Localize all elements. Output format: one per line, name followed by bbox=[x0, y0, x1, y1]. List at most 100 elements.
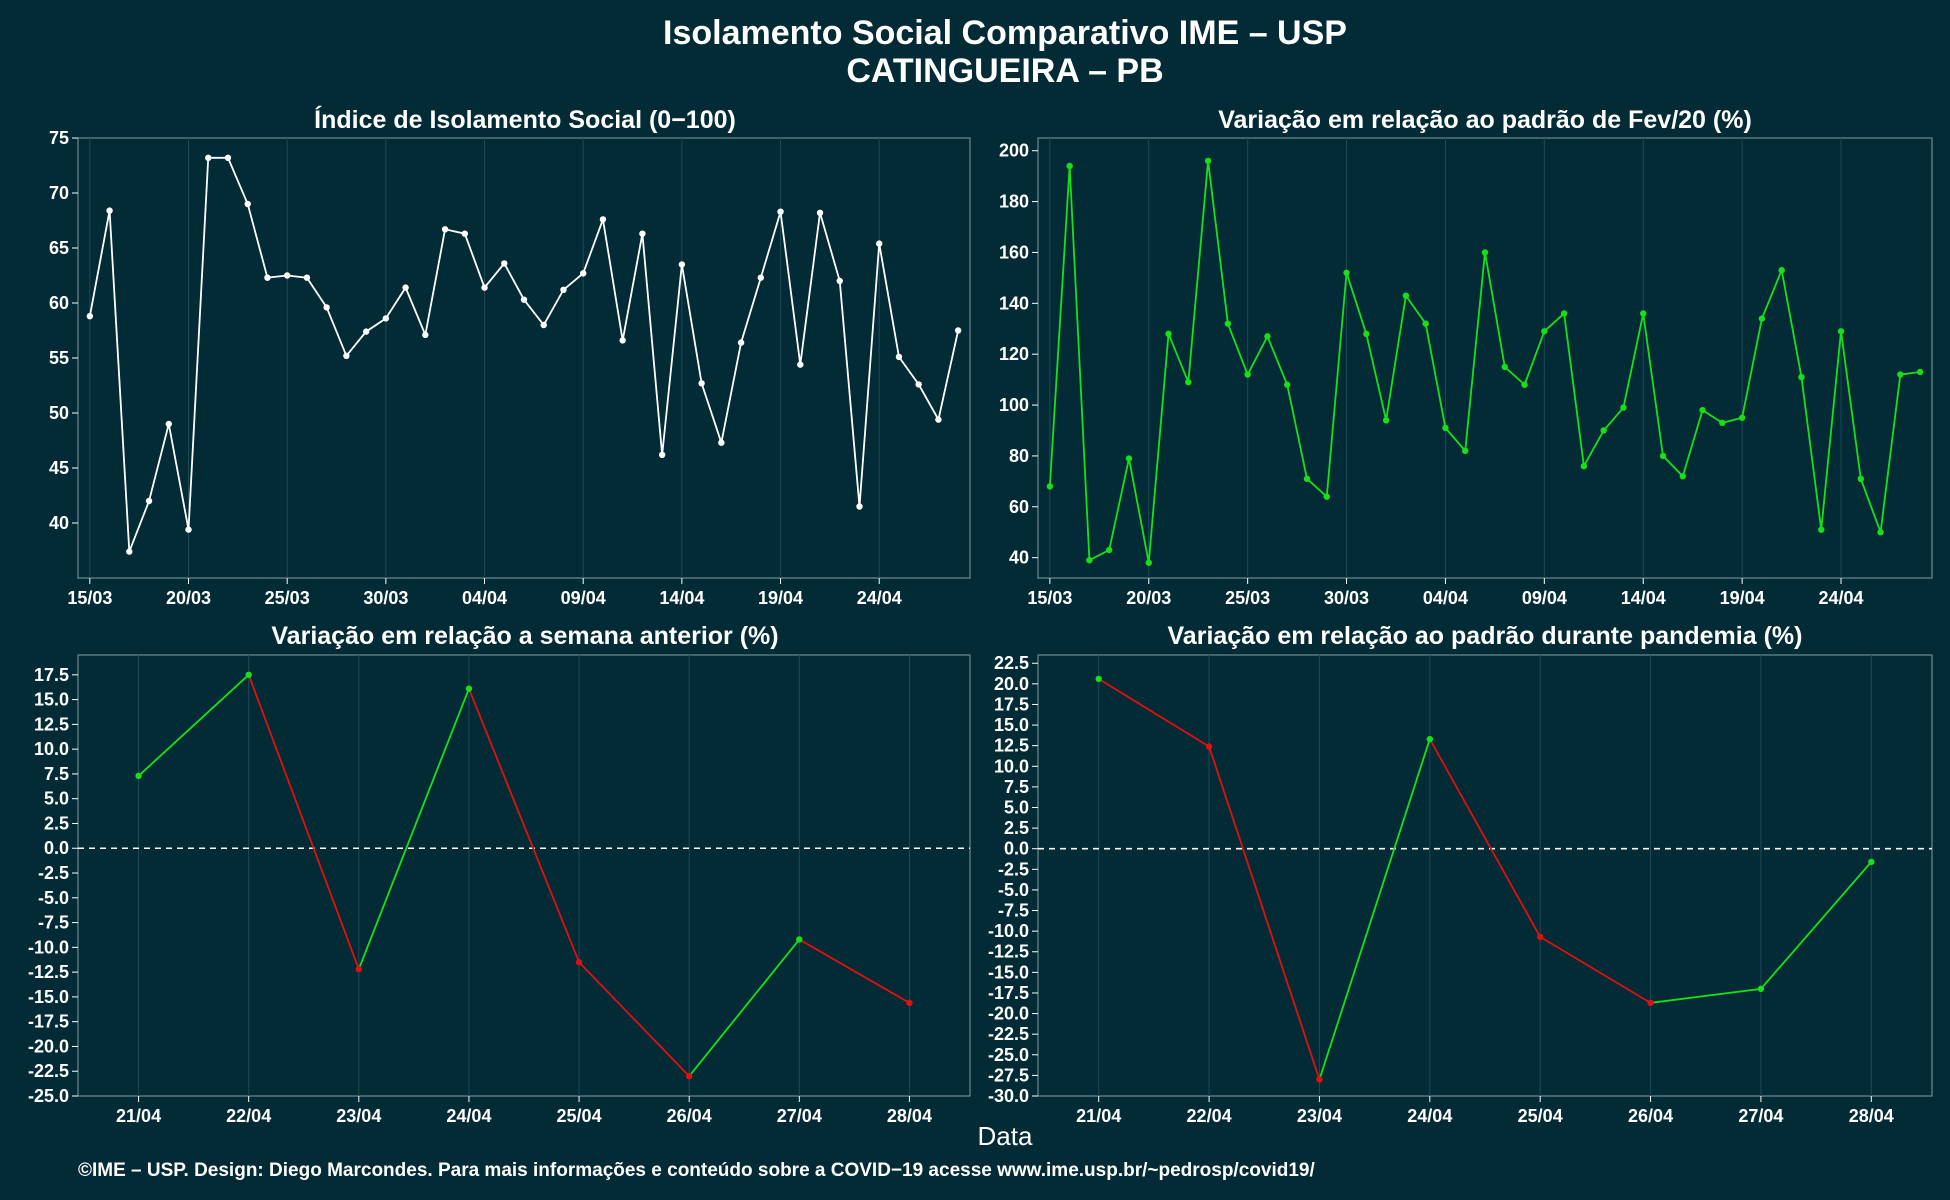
data-point bbox=[685, 1072, 693, 1080]
data-point bbox=[796, 936, 803, 943]
data-point bbox=[619, 337, 626, 344]
data-point bbox=[1264, 333, 1271, 340]
data-point bbox=[1316, 1076, 1323, 1083]
x-tick-label: 09/04 bbox=[1522, 588, 1567, 608]
y-tick-label: 100 bbox=[999, 395, 1029, 415]
series-segment bbox=[578, 961, 690, 1077]
panel-title: Índice de Isolamento Social (0−100) bbox=[314, 105, 736, 134]
data-point bbox=[895, 353, 903, 361]
data-point bbox=[1426, 735, 1434, 743]
y-tick-label: 200 bbox=[999, 141, 1029, 161]
data-point bbox=[1818, 526, 1825, 533]
data-point bbox=[1363, 330, 1370, 338]
y-tick-label: -20.0 bbox=[28, 1036, 69, 1056]
data-point bbox=[1738, 414, 1746, 421]
y-tick-label: -7.5 bbox=[998, 901, 1029, 921]
data-point bbox=[145, 497, 153, 505]
data-point bbox=[1758, 315, 1766, 322]
x-tick-label: 28/04 bbox=[1849, 1106, 1894, 1126]
y-tick-label: 40 bbox=[49, 513, 69, 533]
y-tick-label: 22.5 bbox=[994, 653, 1029, 673]
data-point bbox=[1442, 424, 1449, 432]
y-tick-label: -15.0 bbox=[28, 987, 69, 1007]
y-tick-label: 160 bbox=[999, 242, 1029, 262]
x-tick-label: 26/04 bbox=[1628, 1106, 1673, 1126]
y-tick-label: 12.5 bbox=[34, 714, 69, 734]
data-point bbox=[283, 272, 291, 279]
data-point bbox=[698, 380, 705, 387]
y-tick-label: 7.5 bbox=[44, 764, 69, 784]
x-tick-label: 21/04 bbox=[116, 1106, 161, 1126]
data-point bbox=[245, 671, 252, 679]
y-tick-label: 15.0 bbox=[34, 690, 69, 710]
data-point bbox=[856, 503, 863, 510]
data-point bbox=[185, 526, 192, 533]
series-segment bbox=[1650, 987, 1762, 1004]
data-point bbox=[1541, 328, 1548, 335]
y-tick-label: 5.0 bbox=[1004, 797, 1029, 817]
x-tick-label: 15/03 bbox=[1027, 588, 1072, 608]
data-point bbox=[1560, 310, 1568, 317]
x-tick-label: 09/04 bbox=[561, 588, 606, 608]
data-point bbox=[1501, 363, 1508, 371]
data-point bbox=[1521, 381, 1528, 388]
plot-area bbox=[77, 137, 971, 579]
data-point bbox=[501, 260, 508, 267]
data-point bbox=[1165, 330, 1172, 338]
y-tick-label: -17.5 bbox=[988, 983, 1029, 1003]
y-tick-label: 0.0 bbox=[44, 838, 69, 858]
data-point bbox=[362, 328, 370, 335]
x-tick-label: 30/03 bbox=[363, 588, 408, 608]
data-point bbox=[224, 154, 232, 161]
x-tick-label: 23/04 bbox=[1297, 1106, 1342, 1126]
data-point bbox=[1323, 493, 1330, 500]
data-point bbox=[1659, 452, 1667, 460]
y-tick-label: 140 bbox=[999, 293, 1029, 313]
data-point bbox=[303, 274, 311, 281]
data-point bbox=[264, 274, 271, 281]
series-segment bbox=[1098, 678, 1210, 748]
data-point bbox=[1185, 378, 1192, 386]
data-point bbox=[560, 286, 567, 293]
data-point bbox=[575, 959, 583, 966]
data-point bbox=[1868, 858, 1875, 866]
y-tick-label: 15.0 bbox=[994, 715, 1029, 735]
data-point bbox=[718, 439, 725, 446]
data-point bbox=[836, 277, 843, 285]
series-segment bbox=[1760, 861, 1872, 990]
x-tick-label: 24/04 bbox=[1818, 588, 1863, 608]
y-tick-label: 5.0 bbox=[44, 789, 69, 809]
series-segment bbox=[1429, 738, 1541, 938]
y-tick-label: -12.5 bbox=[988, 942, 1029, 962]
y-tick-label: -25.0 bbox=[988, 1045, 1029, 1065]
y-tick-label: 17.5 bbox=[994, 694, 1029, 714]
y-tick-label: -7.5 bbox=[38, 913, 69, 933]
data-point bbox=[1837, 328, 1845, 335]
x-tick-label: 23/04 bbox=[336, 1106, 381, 1126]
data-point bbox=[1536, 933, 1544, 941]
panel-variation-pandemic-pattern: Variação em relação ao padrão durante pa… bbox=[988, 622, 1933, 1126]
x-tick-label: 24/04 bbox=[857, 588, 902, 608]
x-tick-label: 19/04 bbox=[1720, 588, 1765, 608]
y-tick-label: 40 bbox=[1009, 548, 1029, 568]
y-tick-label: 45 bbox=[49, 458, 69, 478]
main-subtitle: CATINGUEIRA – PB bbox=[846, 52, 1163, 90]
data-point bbox=[658, 451, 666, 458]
data-point bbox=[106, 207, 113, 214]
data-point bbox=[1422, 320, 1429, 327]
data-point bbox=[1303, 475, 1311, 483]
x-tick-label: 26/04 bbox=[667, 1106, 712, 1126]
data-point bbox=[1204, 157, 1212, 165]
y-tick-label: 12.5 bbox=[994, 736, 1029, 756]
y-tick-label: 0.0 bbox=[1004, 839, 1029, 859]
x-tick-label: 28/04 bbox=[887, 1106, 932, 1126]
data-point bbox=[678, 261, 686, 268]
series-segment bbox=[468, 688, 580, 963]
y-tick-label: -27.5 bbox=[988, 1065, 1029, 1085]
data-point bbox=[1679, 473, 1686, 480]
y-tick-label: 55 bbox=[49, 348, 69, 368]
y-tick-label: 60 bbox=[1009, 497, 1029, 517]
data-point bbox=[1719, 419, 1726, 427]
y-tick-label: -25.0 bbox=[28, 1086, 69, 1106]
